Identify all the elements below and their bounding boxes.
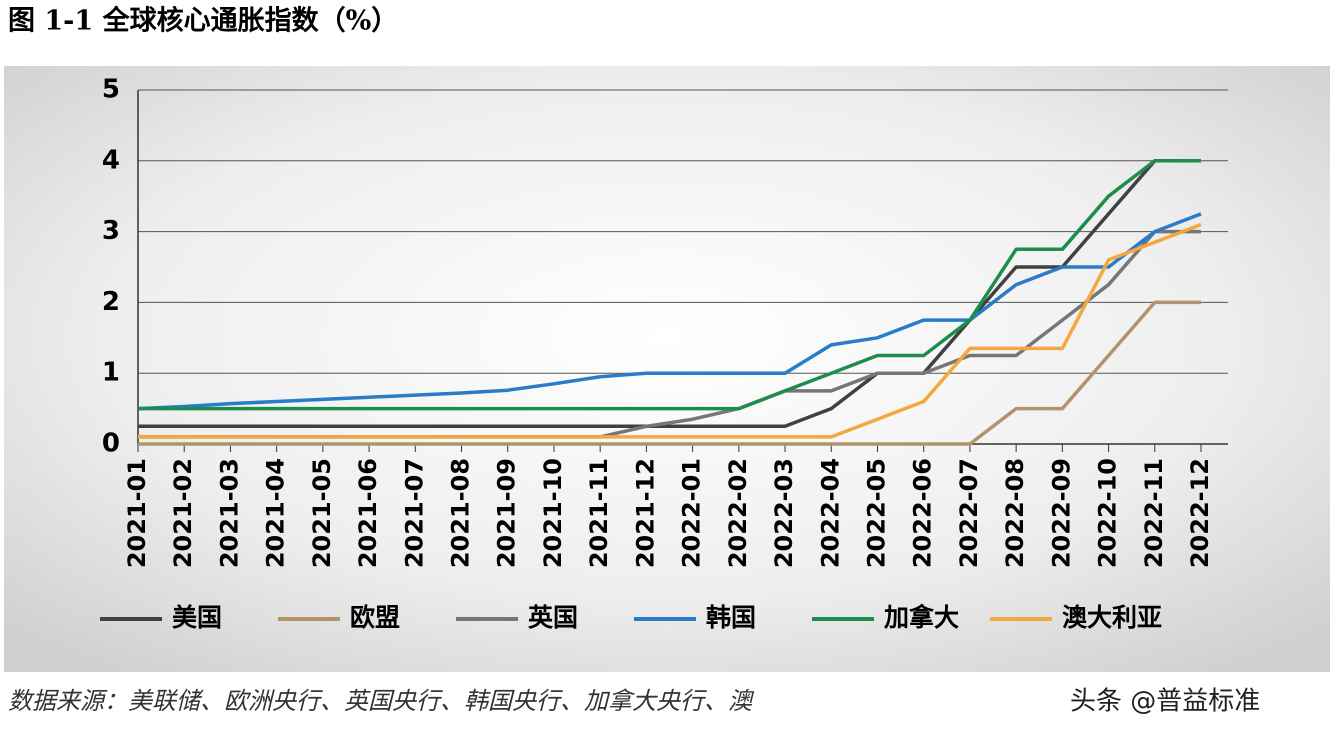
x-tick-label: 2021-04 <box>262 458 290 568</box>
y-tick-label: 1 <box>102 358 120 388</box>
x-tick-label: 2021-05 <box>308 458 336 568</box>
x-tick-label: 2021-06 <box>354 458 382 568</box>
series-line <box>138 159 1201 411</box>
x-tick-label: 2022-03 <box>770 458 798 568</box>
x-tick-label: 2021-02 <box>169 458 197 568</box>
x-tick-label: 2022-07 <box>955 458 983 568</box>
chart-panel <box>4 66 1330 672</box>
x-tick-label: 2021-10 <box>539 458 567 568</box>
x-tick-label: 2021-08 <box>447 458 475 568</box>
legend-label: 美国 <box>172 603 222 632</box>
y-tick-label: 0 <box>102 429 120 459</box>
x-tick-label: 2021-12 <box>631 458 659 568</box>
chart-title: 图 1-1 全球核心通胀指数（%） <box>8 5 398 37</box>
x-tick-label: 2022-11 <box>1140 458 1168 568</box>
x-tick-label: 2022-12 <box>1186 458 1214 568</box>
x-tick-label: 2022-10 <box>1094 458 1122 568</box>
x-tick-label: 2021-09 <box>493 458 521 568</box>
series-line <box>138 222 1202 439</box>
y-tick-label: 5 <box>102 75 120 105</box>
watermark: 头条 @普益标准 <box>1070 687 1260 717</box>
legend-label: 欧盟 <box>350 603 400 632</box>
x-tick-label: 2022-06 <box>909 458 937 568</box>
x-tick-label: 2022-08 <box>1001 458 1029 568</box>
x-tick-label: 2021-03 <box>215 458 243 568</box>
legend-label: 澳大利亚 <box>1062 603 1162 632</box>
x-tick-label: 2022-04 <box>816 458 844 568</box>
x-tick-label: 2022-09 <box>1047 458 1075 568</box>
x-tick-label: 2022-05 <box>862 458 890 568</box>
y-tick-label: 3 <box>102 216 120 246</box>
y-tick-label: 2 <box>102 287 120 317</box>
y-tick-label: 4 <box>102 145 120 175</box>
x-tick-label: 2021-01 <box>123 458 151 568</box>
x-tick-label: 2022-02 <box>724 458 752 568</box>
source-note: 数据来源：美联储、欧洲央行、英国央行、韩国央行、加拿大央行、澳 <box>8 687 755 715</box>
series-line <box>137 212 1202 411</box>
legend-label: 韩国 <box>706 603 756 632</box>
legend-label: 加拿大 <box>883 603 959 632</box>
x-tick-label: 2021-11 <box>585 458 613 568</box>
x-tick-label: 2021-07 <box>400 458 428 568</box>
legend-label: 英国 <box>528 603 578 632</box>
series-line <box>138 300 1201 446</box>
series-line <box>138 159 1201 429</box>
x-tick-label: 2022-01 <box>678 458 706 568</box>
